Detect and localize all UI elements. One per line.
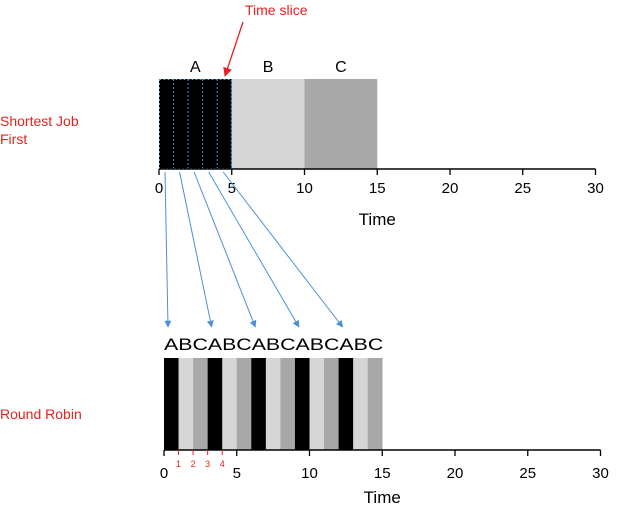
rr-slice-c [236, 358, 252, 450]
rr-minor-tick-label: 1 [176, 459, 181, 469]
rr-slice-a [251, 358, 267, 450]
rr-slice-b [353, 358, 368, 450]
rr-slice-c [280, 358, 296, 450]
rr-minor-tick-label: 2 [191, 459, 196, 469]
sjf-axis-tick-label: 10 [296, 180, 313, 197]
sjf-axis-tick-label: 25 [514, 180, 531, 197]
rr-slice-b [178, 358, 194, 450]
sjf-axis-title: Time [359, 210, 396, 229]
rr-axis-tick-label: 10 [301, 465, 318, 482]
rr-section-label: Round Robin [0, 406, 82, 422]
rr-axis-tick-label: 0 [160, 465, 168, 482]
sjf-axis-tick-label: 15 [369, 180, 386, 197]
sjf-label-line-2: First [0, 131, 27, 147]
rr-axis-title: Time [364, 488, 401, 507]
rr-axis-tick-label: 5 [233, 465, 241, 482]
time-slice-label: Time slice [245, 2, 308, 18]
rr-slice-a [207, 358, 223, 450]
rr-slice-a [294, 358, 310, 450]
rr-slice-c [324, 358, 339, 450]
rr-sequence-text: ABCABCABCABCABC [164, 335, 383, 354]
sjf-job-bar-c [304, 79, 378, 169]
sjf-job-label-b: B [263, 59, 274, 76]
sjf-axis-tick-label: 20 [442, 180, 459, 197]
sjf-section-label: Shortest Job First [0, 113, 83, 147]
rr-axis-tick-label: 20 [447, 465, 464, 482]
rr-slice-c [193, 358, 208, 450]
rr-chart: ABCABCABCABCABC 0 5 10 15 20 25 30 1 2 3 4 Time [160, 335, 609, 507]
rr-axis-tick-label: 15 [374, 465, 391, 482]
rr-slice-b [222, 358, 238, 450]
rr-minor-tick-label: 4 [220, 459, 225, 469]
rr-slice-a [338, 358, 354, 450]
sjf-job-bar-b [231, 79, 305, 169]
rr-slice-c [367, 358, 383, 450]
connector-arrow [164, 171, 172, 328]
connector-arrow [222, 171, 344, 328]
sjf-label-line-1: Shortest Job [0, 113, 79, 129]
sjf-axis-tick-label: 0 [155, 180, 163, 197]
sjf-job-label-a: A [190, 59, 201, 76]
sjf-axis-tick-label: 5 [228, 180, 236, 197]
time-slice-arrow [223, 21, 244, 77]
slice-connector-arrows [164, 171, 344, 328]
rr-slice-b [309, 358, 325, 450]
sjf-job-bar-a [159, 79, 232, 169]
sjf-axis-tick-label: 30 [587, 180, 604, 197]
rr-axis-tick-label: 30 [592, 465, 609, 482]
connector-arrow [179, 171, 214, 328]
sjf-job-label-c: C [335, 59, 347, 76]
sjf-chart: A B C 0 5 10 15 20 25 30 Time [155, 59, 604, 229]
rr-minor-tick-label: 3 [205, 459, 210, 469]
rr-slice-a [164, 358, 179, 450]
rr-slice-b [265, 358, 281, 450]
rr-axis-tick-label: 25 [519, 465, 536, 482]
connector-arrow [193, 171, 257, 328]
connector-arrow [208, 171, 300, 328]
